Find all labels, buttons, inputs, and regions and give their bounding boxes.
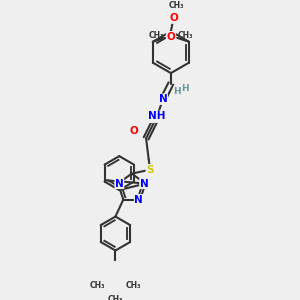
Text: N: N	[134, 195, 143, 205]
Text: H: H	[182, 84, 189, 93]
Text: N: N	[159, 94, 167, 104]
Text: CH₃: CH₃	[89, 280, 105, 290]
Text: NH: NH	[148, 112, 165, 122]
Text: O: O	[166, 32, 175, 42]
Text: N: N	[115, 178, 124, 188]
Text: O: O	[130, 125, 139, 136]
Text: CH₃: CH₃	[148, 31, 164, 40]
Text: CH₃: CH₃	[126, 280, 142, 290]
Text: S: S	[146, 165, 154, 175]
Text: CH₃: CH₃	[178, 31, 193, 40]
Text: H: H	[174, 87, 181, 96]
Text: CH₃: CH₃	[168, 1, 184, 10]
Text: S: S	[146, 165, 154, 175]
Text: CH₃: CH₃	[108, 295, 123, 300]
Text: NH: NH	[148, 111, 165, 121]
Text: O: O	[167, 32, 176, 42]
Text: O: O	[130, 125, 139, 136]
Text: O: O	[169, 13, 178, 23]
Text: N: N	[140, 178, 148, 188]
Text: N: N	[159, 94, 167, 104]
